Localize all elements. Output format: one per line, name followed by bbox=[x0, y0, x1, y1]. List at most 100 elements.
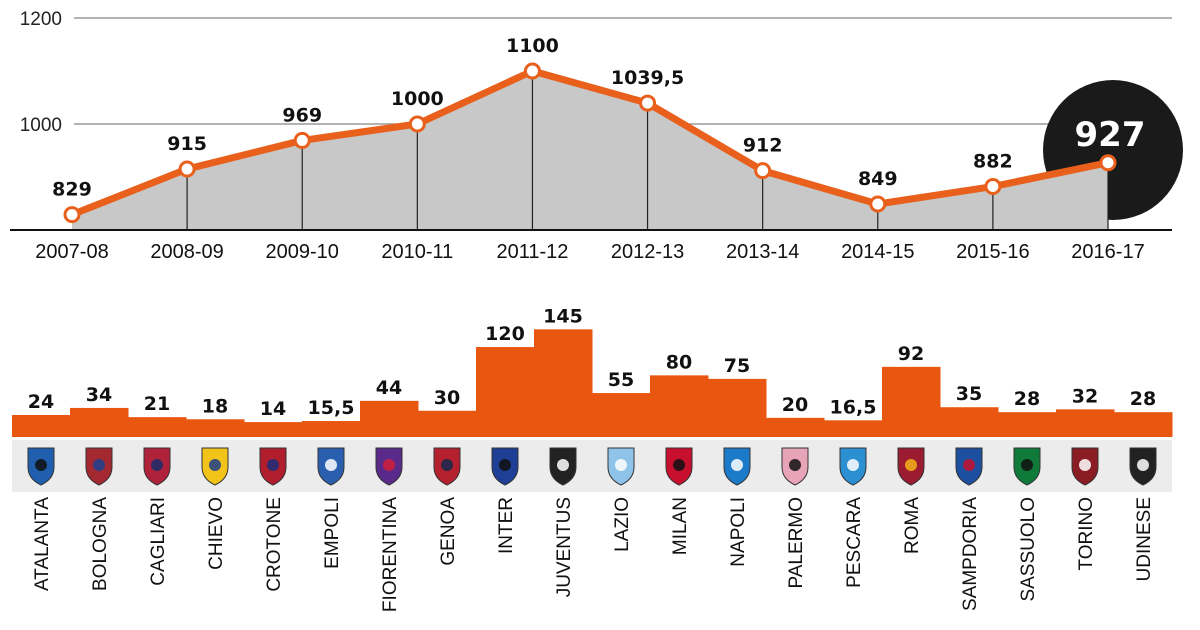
lazio-crest-icon bbox=[607, 447, 635, 486]
bar-label: 16,5 bbox=[830, 396, 877, 418]
palermo-crest-icon-emblem bbox=[789, 459, 801, 471]
team-label: UDINESE bbox=[1134, 497, 1155, 581]
bar bbox=[186, 419, 245, 437]
sassuolo-crest-icon-emblem bbox=[1021, 459, 1033, 471]
badge-strip bbox=[12, 440, 1172, 492]
bar bbox=[766, 417, 825, 437]
bar bbox=[244, 422, 303, 437]
x-tick-label: 2007-08 bbox=[35, 241, 108, 263]
bar bbox=[998, 412, 1057, 437]
bar bbox=[302, 421, 361, 437]
bologna-crest-icon-emblem bbox=[93, 459, 105, 471]
udinese-crest-icon-emblem bbox=[1137, 459, 1149, 471]
data-point bbox=[754, 162, 772, 180]
data-point bbox=[408, 115, 426, 133]
bar-label: 120 bbox=[485, 323, 525, 345]
team-label: CAGLIARI bbox=[148, 497, 169, 586]
data-label-highlight: 927 bbox=[1075, 115, 1146, 155]
x-tick-label: 2016-17 bbox=[1071, 241, 1144, 263]
bar-label: 145 bbox=[543, 305, 583, 327]
atalanta-crest-icon bbox=[27, 447, 55, 486]
torino-crest-icon-emblem bbox=[1079, 459, 1091, 471]
udinese-crest-icon bbox=[1129, 447, 1157, 486]
x-tick-label: 2009-10 bbox=[266, 241, 339, 263]
torino-crest-icon bbox=[1071, 447, 1099, 486]
bar bbox=[592, 393, 651, 437]
genoa-crest-icon-emblem bbox=[441, 459, 453, 471]
team-label: BOLOGNA bbox=[90, 497, 111, 591]
team-label: ATALANTA bbox=[32, 497, 53, 591]
juventus-crest-icon bbox=[549, 447, 577, 486]
bar-label: 34 bbox=[86, 384, 112, 406]
genoa-crest-icon bbox=[433, 447, 461, 486]
bar bbox=[476, 347, 535, 437]
fiorentina-crest-icon-emblem bbox=[383, 459, 395, 471]
team-label: INTER bbox=[496, 497, 517, 554]
chievo-crest-icon bbox=[201, 447, 229, 486]
bar bbox=[360, 400, 419, 437]
roma-crest-icon-emblem bbox=[905, 459, 917, 471]
data-label: 849 bbox=[858, 168, 898, 190]
team-label: PALERMO bbox=[786, 497, 807, 589]
team-label: MILAN bbox=[670, 497, 691, 555]
team-label: NAPOLI bbox=[728, 497, 749, 567]
data-point bbox=[523, 62, 541, 80]
bar bbox=[418, 410, 477, 437]
pescara-crest-icon bbox=[839, 447, 867, 486]
atalanta-crest-icon-emblem bbox=[35, 459, 47, 471]
x-tick-label: 2010-11 bbox=[381, 241, 453, 263]
area-fill bbox=[72, 71, 1108, 230]
bar-label: 15,5 bbox=[308, 397, 355, 419]
bar bbox=[12, 415, 71, 437]
data-label: 882 bbox=[973, 151, 1013, 173]
crotone-crest-icon-emblem bbox=[267, 459, 279, 471]
cagliari-crest-icon-emblem bbox=[151, 459, 163, 471]
x-tick-label: 2012-13 bbox=[611, 241, 684, 263]
inter-crest-icon bbox=[491, 447, 519, 486]
bar bbox=[650, 375, 709, 437]
team-label: ROMA bbox=[902, 497, 923, 554]
chievo-crest-icon-emblem bbox=[209, 459, 221, 471]
data-point bbox=[869, 195, 887, 213]
data-point bbox=[639, 94, 657, 112]
data-point bbox=[293, 131, 311, 149]
bar-label: 24 bbox=[28, 391, 54, 413]
x-tick-label: 2013-14 bbox=[726, 241, 799, 263]
cagliari-crest-icon bbox=[143, 447, 171, 486]
crotone-crest-icon bbox=[259, 447, 287, 486]
pescara-crest-icon-emblem bbox=[847, 459, 859, 471]
milan-crest-icon bbox=[665, 447, 693, 486]
team-label: SAMPDORIA bbox=[960, 497, 981, 611]
team-label: CROTONE bbox=[264, 497, 285, 592]
bar-label: 30 bbox=[434, 387, 460, 409]
data-label: 969 bbox=[282, 104, 322, 126]
bologna-crest-icon bbox=[85, 447, 113, 486]
bar-label: 35 bbox=[956, 383, 982, 405]
bar bbox=[824, 420, 883, 437]
bar-chart: 24 ATALANTA 34 BOLOGNA 21 CAGLIARI 18 CHIEVO 14 C… bbox=[12, 305, 1173, 612]
team-label: TORINO bbox=[1076, 497, 1097, 571]
bar bbox=[708, 378, 767, 437]
inter-crest-icon-emblem bbox=[499, 459, 511, 471]
team-label: FIORENTINA bbox=[380, 497, 401, 612]
bar-label: 14 bbox=[260, 398, 286, 420]
bar bbox=[128, 417, 187, 437]
bar bbox=[882, 366, 941, 437]
bar-label: 28 bbox=[1130, 388, 1156, 410]
sampdoria-crest-icon-emblem bbox=[963, 459, 975, 471]
bar-label: 18 bbox=[202, 395, 228, 417]
data-label: 1000 bbox=[391, 88, 444, 110]
sassuolo-crest-icon bbox=[1013, 447, 1041, 486]
bar bbox=[534, 329, 593, 437]
bar-label: 21 bbox=[144, 393, 170, 415]
series-line bbox=[68, 67, 1112, 219]
team-label: SASSUOLO bbox=[1018, 497, 1039, 602]
fiorentina-crest-icon bbox=[375, 447, 403, 486]
palermo-crest-icon bbox=[781, 447, 809, 486]
roma-crest-icon bbox=[897, 447, 925, 486]
juventus-crest-icon-emblem bbox=[557, 459, 569, 471]
x-tick-label: 2011-12 bbox=[496, 241, 568, 263]
bar bbox=[1056, 409, 1115, 437]
data-point bbox=[984, 178, 1002, 196]
data-label: 1039,5 bbox=[611, 67, 684, 89]
